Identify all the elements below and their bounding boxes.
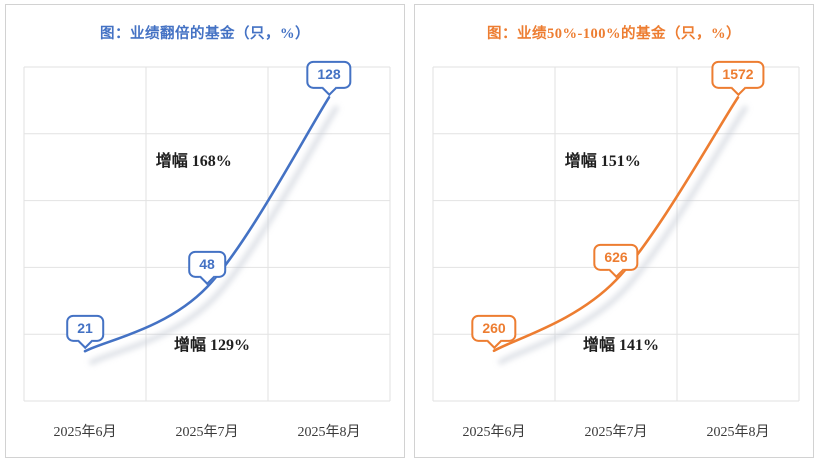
x-axis-label: 2025年6月 [462, 425, 526, 440]
growth-annotation-lower: 增幅 129% [174, 336, 251, 354]
data-label-callout: 626 [593, 243, 639, 279]
growth-annotation-upper: 增幅 151% [564, 153, 641, 171]
data-label-callout: 260 [471, 314, 517, 350]
x-axis-label: 2025年8月 [297, 425, 361, 440]
chart-title: 图：业绩翻倍的基金（只，%） [100, 26, 310, 42]
data-label-callout: 1572 [711, 61, 765, 96]
line-chart [23, 66, 391, 402]
growth-annotation-upper: 增幅 168% [155, 153, 232, 171]
chart-title: 图：业绩50%-100%的基金（只，%） [486, 26, 742, 42]
x-axis-label: 2025年7月 [584, 425, 648, 440]
x-axis-label: 2025年7月 [175, 425, 239, 440]
chart-panel-doubled-funds: 图：业绩翻倍的基金（只，%） 增幅 168% 增幅 129% 21 48 128… [5, 4, 405, 458]
data-label-value: 128 [306, 61, 352, 89]
data-label-callout: 48 [188, 250, 226, 286]
growth-annotation-lower: 增幅 141% [583, 336, 660, 354]
data-label-callout: 21 [66, 314, 104, 350]
x-axis: 2025年6月 2025年7月 2025年8月 [24, 421, 390, 441]
x-axis-label: 2025年6月 [53, 425, 117, 440]
plot-area: 增幅 168% 增幅 129% 21 48 128 [23, 61, 391, 402]
data-label-value: 1572 [711, 61, 765, 89]
x-axis: 2025年6月 2025年7月 2025年8月 [433, 421, 799, 441]
plot-area: 增幅 151% 增幅 141% 260 626 1572 [432, 61, 800, 402]
data-label-callout: 128 [306, 61, 352, 96]
x-axis-label: 2025年8月 [706, 425, 770, 440]
chart-panel-50-100-funds: 图：业绩50%-100%的基金（只，%） 增幅 151% 增幅 141% 260… [414, 4, 814, 458]
